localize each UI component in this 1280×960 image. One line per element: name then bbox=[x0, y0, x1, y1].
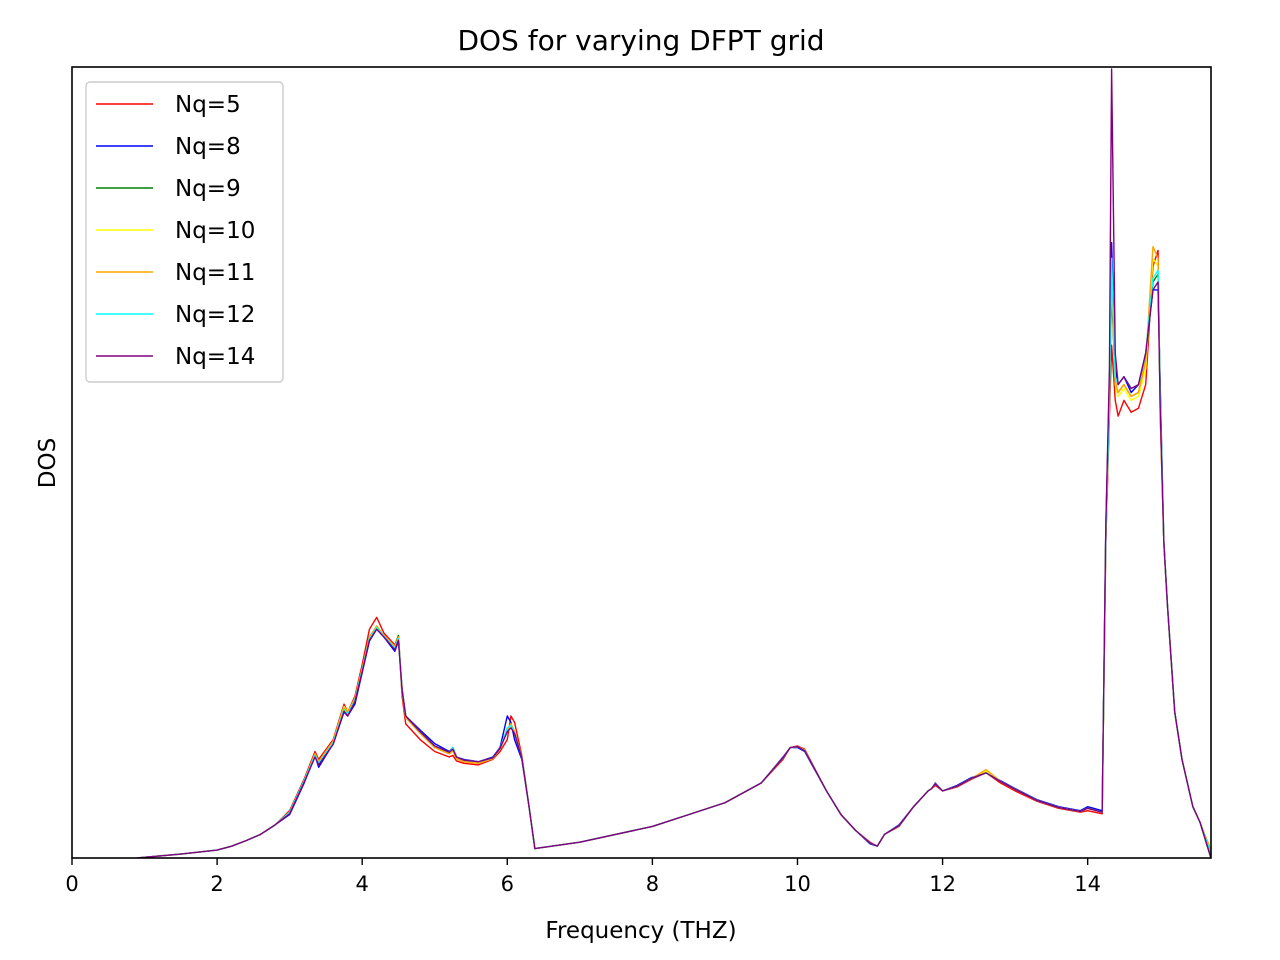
x-tick-label: 6 bbox=[501, 872, 514, 896]
x-tick-label: 2 bbox=[210, 872, 223, 896]
chart-title: DOS for varying DFPT grid bbox=[457, 24, 824, 57]
x-axis-label: Frequency (THZ) bbox=[545, 918, 736, 944]
x-tick-label: 10 bbox=[784, 872, 811, 896]
series-lines bbox=[137, 68, 1211, 858]
legend-box bbox=[85, 81, 284, 383]
legend-label: Nq=9 bbox=[175, 176, 241, 202]
legend-label: Nq=12 bbox=[175, 302, 255, 328]
x-tick-label: 14 bbox=[1074, 872, 1101, 896]
x-axis-ticks: 0 2 4 6 8 10 12 14 bbox=[65, 858, 1101, 896]
y-axis-label: DOS bbox=[35, 438, 61, 488]
legend: Nq=5 Nq=8 Nq=9 Nq=10 Nq=11 Nq=12 Nq=14 bbox=[85, 81, 284, 383]
legend-label: Nq=8 bbox=[175, 134, 241, 160]
legend-label: Nq=10 bbox=[175, 218, 255, 244]
legend-label: Nq=14 bbox=[175, 344, 255, 370]
legend-entries: Nq=5 Nq=8 Nq=9 Nq=10 Nq=11 Nq=12 Nq=14 bbox=[96, 92, 255, 370]
x-tick-label: 4 bbox=[356, 872, 369, 896]
legend-label: Nq=5 bbox=[175, 92, 241, 118]
x-tick-label: 8 bbox=[646, 872, 659, 896]
legend-label: Nq=11 bbox=[175, 260, 255, 286]
x-tick-label: 12 bbox=[929, 872, 956, 896]
plot-frame bbox=[71, 66, 1212, 859]
x-tick-label: 0 bbox=[65, 872, 78, 896]
series-line-nq14 bbox=[137, 68, 1211, 858]
